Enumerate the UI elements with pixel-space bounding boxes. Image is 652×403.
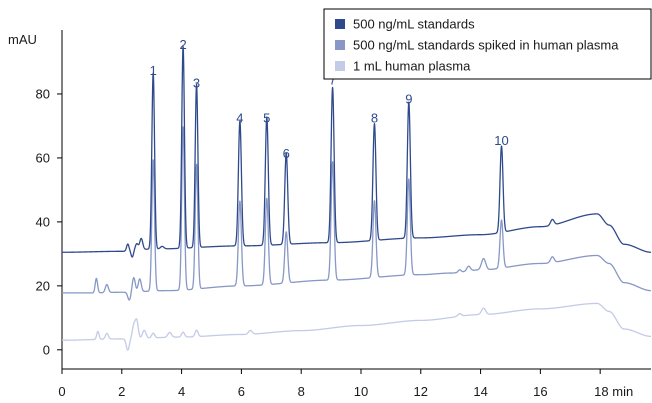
legend-label: 500 ng/mL standards spiked in human plas… — [353, 38, 619, 53]
peak-label: 3 — [193, 76, 200, 91]
peak-label: 6 — [283, 146, 290, 161]
y-tick-label: 80 — [36, 86, 50, 101]
series-line — [61, 46, 652, 258]
legend-swatch — [335, 19, 345, 29]
peak-labels: 1 2 3 4 5 6 7 8 9 10 — [150, 37, 509, 161]
x-tick-label: 0 — [58, 384, 65, 399]
x-tick-label: 6 — [238, 384, 245, 399]
legend-label: 500 ng/mL standards — [353, 17, 475, 32]
x-tick-label: 12 — [414, 384, 428, 399]
peak-label: 4 — [236, 111, 243, 126]
x-tick-label: 8 — [298, 384, 305, 399]
peak-label: 2 — [179, 37, 186, 52]
x-tick-label: 4 — [178, 384, 185, 399]
x-tick-label: 2 — [118, 384, 125, 399]
legend-label: 1 mL human plasma — [353, 59, 471, 74]
y-tick-label: 20 — [36, 278, 50, 293]
x-tick-label: 14 — [473, 384, 487, 399]
series-line — [61, 302, 652, 351]
y-tick-label: 40 — [36, 214, 50, 229]
y-tick-label: 0 — [43, 342, 50, 357]
legend-box — [323, 8, 652, 80]
series-line — [61, 126, 652, 301]
y-axis-unit: mAU — [8, 32, 37, 47]
legend-swatch — [335, 40, 345, 50]
peak-label: 10 — [494, 133, 508, 148]
x-tick-label: 18 min — [594, 384, 633, 399]
peak-label: 7 — [329, 72, 336, 87]
peak-label: 8 — [371, 111, 378, 126]
peak-label: 9 — [405, 92, 412, 107]
x-tick-label: 16 — [533, 384, 547, 399]
peak-label: 1 — [150, 63, 157, 78]
traces — [61, 46, 652, 351]
legend: 500 ng/mL standards 500 ng/mL standards s… — [323, 8, 652, 80]
x-tick-label: 10 — [354, 384, 368, 399]
y-tick-label: 60 — [36, 150, 50, 165]
peak-label: 5 — [263, 111, 270, 126]
legend-swatch — [335, 61, 345, 71]
